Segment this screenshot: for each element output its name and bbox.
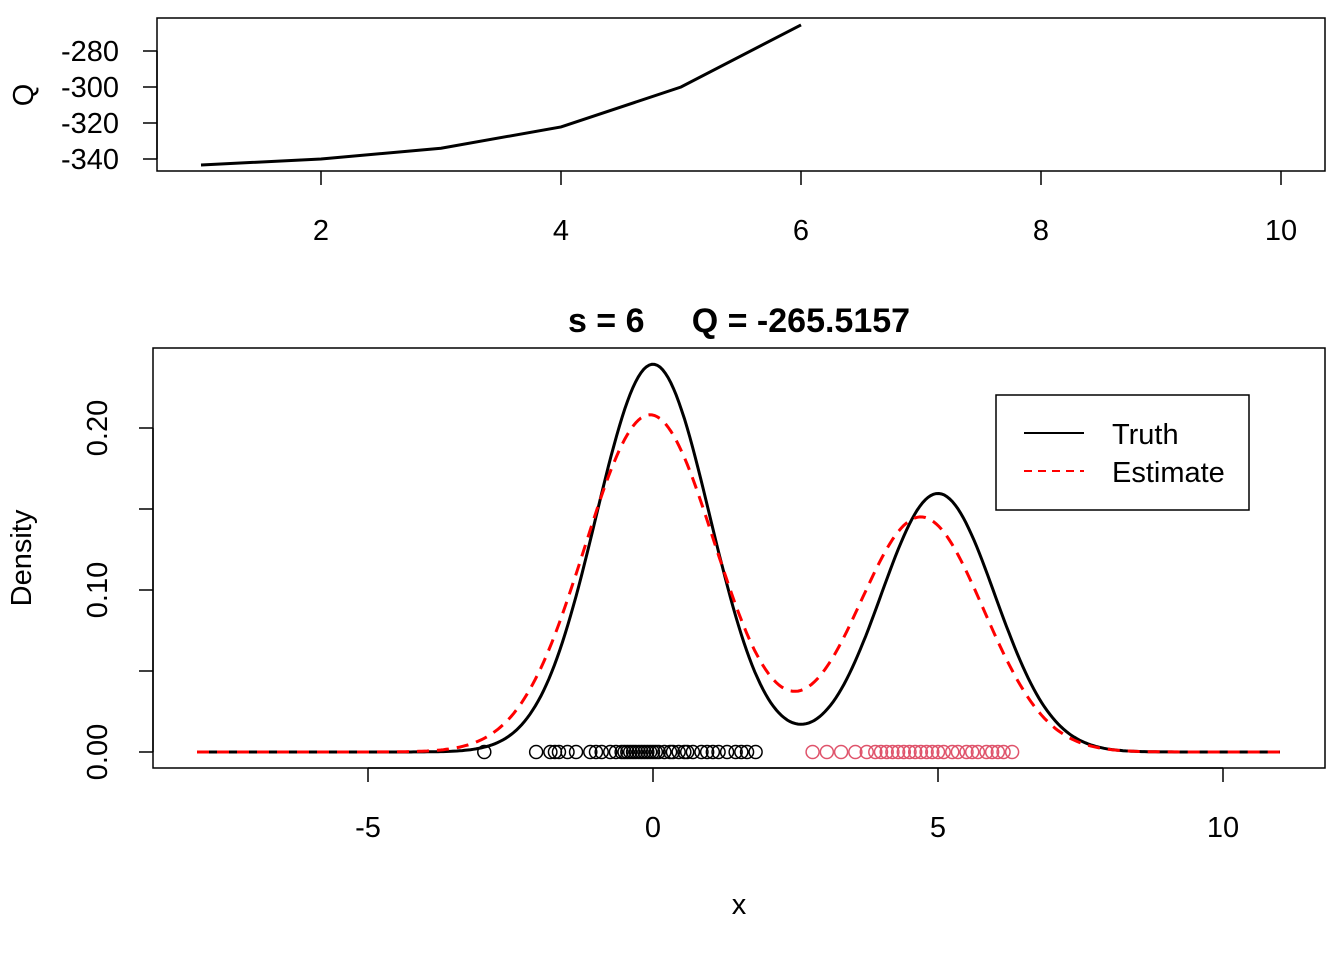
data-point-group-2 [890, 744, 906, 760]
top-y-axis-label: Q [8, 84, 40, 107]
data-point-group-2 [959, 744, 974, 760]
data-point-group-2 [868, 744, 883, 760]
top-x-tick-label: 6 [793, 215, 809, 247]
data-point-group-1 [694, 744, 709, 760]
data-point-group-2 [990, 744, 1006, 760]
density-x-tick-label: -5 [355, 812, 381, 844]
data-point-group-2 [848, 744, 863, 760]
legend-box [995, 394, 1250, 511]
data-point-group-1 [583, 744, 598, 760]
top-y-tick-label: -340 [61, 144, 119, 176]
data-point-group-2 [964, 744, 980, 760]
top-plot-frame [156, 17, 1326, 172]
data-point-group-2 [945, 744, 960, 760]
data-point-group-2 [885, 744, 900, 760]
data-point-group-2 [902, 744, 917, 760]
data-point-group-1 [560, 744, 575, 760]
top-y-tick-label: -320 [61, 108, 119, 140]
data-point-group-2 [805, 744, 820, 760]
data-point-group-1 [568, 744, 584, 760]
data-point-group-1 [679, 744, 695, 760]
data-point-group-2 [930, 744, 946, 760]
data-point-group-1 [551, 744, 567, 760]
density-x-tick-label: 0 [645, 812, 661, 844]
data-point-group-1 [665, 744, 681, 760]
density-plot-title: s = 6 Q = -265.5157 [568, 302, 910, 340]
data-point-group-2 [996, 744, 1011, 760]
data-point-group-1 [705, 744, 721, 760]
density-y-tick-label: 0.10 [82, 562, 114, 618]
data-point-group-1 [671, 744, 686, 760]
data-point-group-2 [833, 744, 849, 760]
data-point-group-1 [711, 744, 726, 760]
data-point-group-2 [1004, 744, 1020, 760]
data-point-group-2 [819, 744, 835, 760]
data-point-group-2 [859, 744, 874, 760]
legend-estimate-label: Estimate [1112, 457, 1225, 489]
data-point-group-1 [685, 744, 701, 760]
data-point-group-1 [528, 744, 544, 760]
data-point-group-1 [603, 744, 618, 760]
data-point-group-1 [657, 744, 672, 760]
density-x-axis: -5 0 5 10 [355, 767, 1239, 844]
data-point-group-1 [734, 744, 749, 760]
data-point-group-2 [873, 744, 889, 760]
data-point-group-2 [979, 744, 994, 760]
density-line-estimate [197, 413, 1280, 754]
top-x-axis: 2 4 6 8 10 [313, 171, 1297, 247]
data-point-group-2 [984, 744, 1000, 760]
density-x-axis-label: x [732, 889, 747, 921]
top-x-tick-label: 2 [313, 215, 329, 247]
density-y-axis: 0.00 0.10 0.20 [82, 400, 154, 780]
data-point-group-1 [719, 744, 735, 760]
density-y-tick-label: 0.00 [82, 724, 114, 780]
data-point-group-1 [608, 744, 624, 760]
legend-truth-label: Truth [1112, 419, 1179, 451]
data-point-group-1 [699, 744, 715, 760]
data-point-group-2 [896, 744, 912, 760]
data-point-group-1 [543, 744, 558, 760]
top-y-axis: -280 -300 -320 -340 [61, 36, 158, 176]
top-x-tick-label: 8 [1033, 215, 1049, 247]
legend: Truth Estimate [995, 394, 1250, 511]
density-y-tick-label: 0.20 [82, 400, 114, 456]
data-point-group-1 [588, 744, 604, 760]
top-x-tick-label: 4 [553, 215, 569, 247]
data-point-group-1 [477, 744, 492, 760]
data-point-group-2 [907, 744, 923, 760]
data-point-group-1 [651, 744, 666, 760]
data-point-group-1 [748, 744, 763, 760]
data-points-rug [477, 744, 1020, 760]
data-point-group-2 [925, 744, 940, 760]
top-y-tick-label: -300 [61, 72, 119, 104]
density-curves [197, 362, 1280, 754]
data-point-group-2 [950, 744, 966, 760]
data-point-group-2 [970, 744, 986, 760]
data-point-group-1 [739, 744, 755, 760]
data-point-group-1 [728, 744, 743, 760]
top-y-tick-label: -280 [61, 36, 119, 68]
density-y-axis-label: Density [6, 509, 38, 606]
data-point-group-1 [594, 744, 609, 760]
data-point-group-2 [936, 744, 951, 760]
data-point-group-2 [879, 744, 894, 760]
data-point-group-2 [919, 744, 934, 760]
density-x-tick-label: 5 [930, 812, 946, 844]
top-q-series-line [200, 23, 802, 167]
top-x-tick-label: 10 [1265, 215, 1297, 247]
data-point-group-2 [913, 744, 929, 760]
density-x-tick-label: 10 [1207, 812, 1239, 844]
